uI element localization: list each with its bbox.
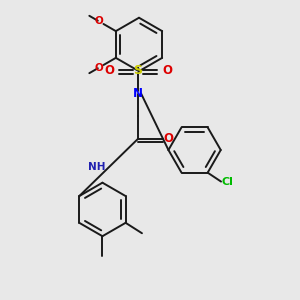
Text: O: O bbox=[164, 132, 174, 145]
Text: O: O bbox=[162, 64, 172, 77]
Text: S: S bbox=[134, 64, 142, 77]
Text: O: O bbox=[94, 16, 103, 26]
Text: N: N bbox=[133, 87, 143, 100]
Text: Cl: Cl bbox=[222, 177, 233, 187]
Text: O: O bbox=[104, 64, 114, 77]
Text: NH: NH bbox=[88, 162, 106, 172]
Text: O: O bbox=[94, 63, 103, 73]
